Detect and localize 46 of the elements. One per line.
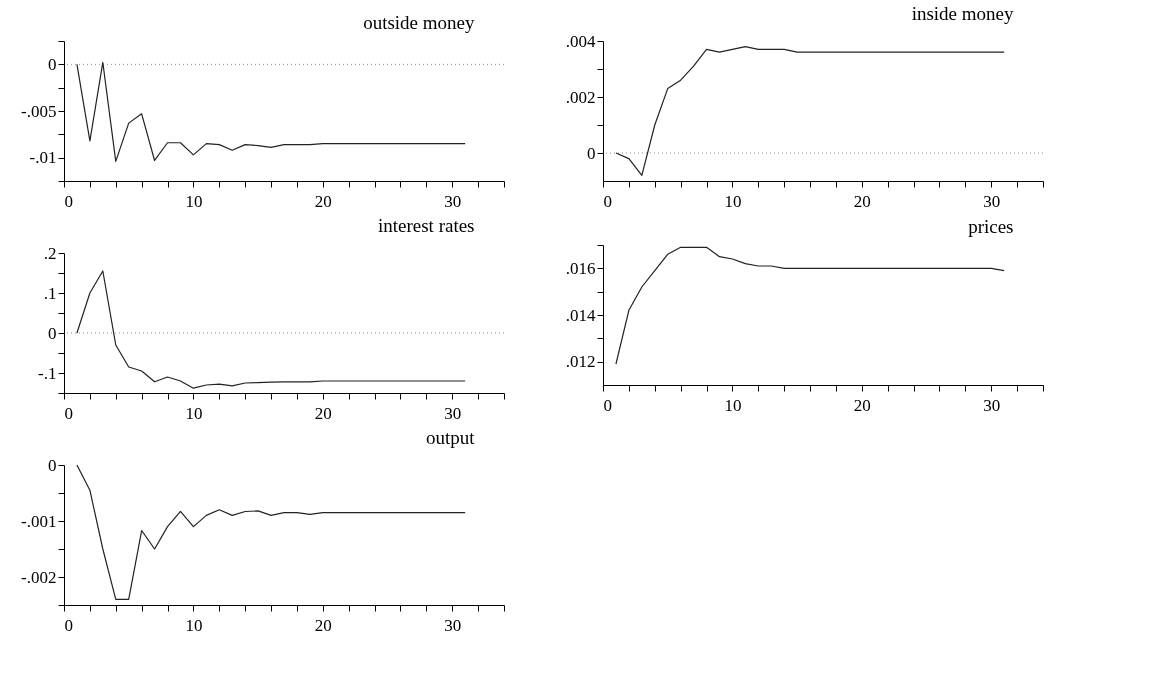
- y-tick-label: .016: [565, 258, 596, 278]
- chart-title: interest rates: [377, 215, 475, 236]
- x-tick-label: 20: [314, 615, 332, 635]
- y-tick-label: .002: [565, 87, 596, 107]
- chart-title: outside money: [363, 11, 475, 33]
- x-tick-label: 20: [314, 191, 332, 211]
- line-series: [615, 246, 1005, 365]
- x-tick-label: 0: [64, 403, 73, 423]
- x-tick-label: 30: [983, 395, 1001, 415]
- chart-title: prices: [968, 215, 1014, 237]
- y-tick-label: -.1: [38, 363, 57, 383]
- x-tick-label: 20: [314, 403, 332, 423]
- line-series: [76, 61, 466, 162]
- x-tick-label: 20: [853, 191, 871, 211]
- y-tick-label: 0: [48, 455, 57, 475]
- x-tick-label: 0: [603, 191, 612, 211]
- y-tick-label: -.01: [29, 148, 57, 168]
- y-tick-label: .1: [43, 283, 57, 303]
- x-tick-label: 0: [603, 395, 612, 415]
- y-tick-label: 0: [48, 323, 57, 343]
- y-tick-label: .2: [43, 243, 57, 263]
- line-series: [76, 270, 466, 389]
- x-tick-label: 0: [64, 615, 73, 635]
- y-tick-label: 0: [587, 143, 596, 163]
- x-tick-label: 10: [185, 615, 203, 635]
- y-tick-label: .012: [565, 352, 596, 372]
- line-series: [76, 464, 466, 600]
- line-series: [615, 46, 1005, 176]
- x-tick-label: 0: [64, 191, 73, 211]
- x-tick-label: 10: [185, 403, 203, 423]
- x-tick-label: 10: [724, 395, 742, 415]
- chart-title: inside money: [911, 3, 1014, 24]
- y-tick-label: -.005: [21, 101, 57, 121]
- y-tick-label: -.002: [21, 567, 57, 587]
- x-tick-label: 30: [444, 191, 462, 211]
- x-tick-label: 30: [444, 615, 462, 635]
- y-tick-label: 0: [48, 54, 57, 74]
- x-tick-label: 30: [444, 403, 462, 423]
- x-tick-label: 30: [983, 191, 1001, 211]
- x-tick-label: 10: [724, 191, 742, 211]
- y-tick-label: .014: [565, 305, 596, 325]
- chart-title: output: [425, 427, 476, 448]
- y-tick-label: -.001: [21, 511, 57, 531]
- y-tick-label: .004: [565, 31, 596, 51]
- x-tick-label: 10: [185, 191, 203, 211]
- x-tick-label: 20: [853, 395, 871, 415]
